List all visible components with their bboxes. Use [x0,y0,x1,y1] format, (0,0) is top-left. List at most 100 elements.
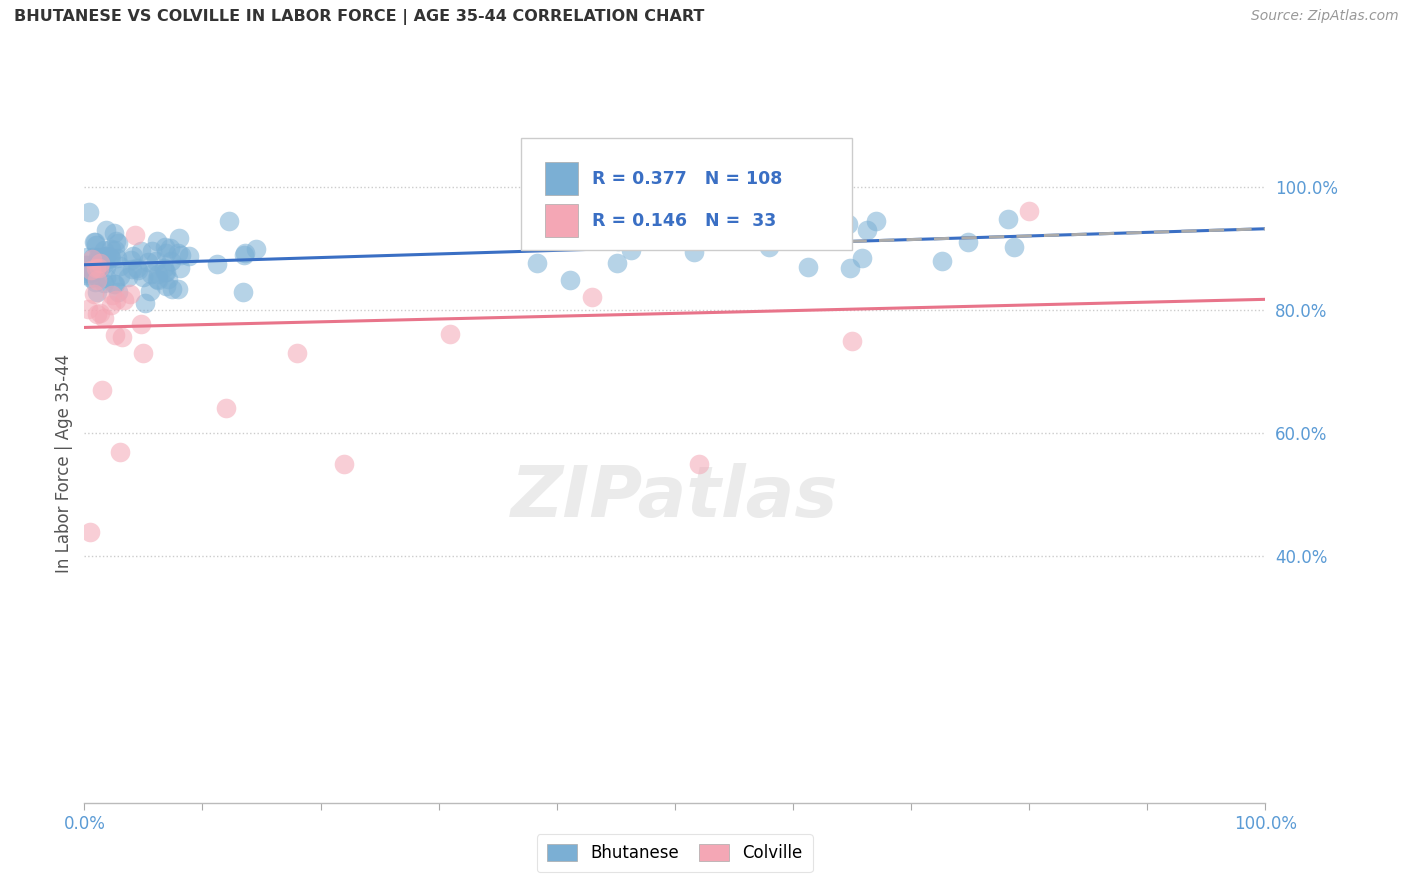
Point [581,290,603,304]
Point [159,241,181,255]
Point [101,288,124,302]
Point [94,249,117,263]
Point [439,327,461,342]
Point [607,234,630,248]
Point [333,457,356,471]
Point [526,256,548,270]
Point [159,253,181,268]
Point [558,273,581,287]
Point [141,267,163,281]
Point [136,254,159,268]
Point [1002,240,1025,254]
Text: BHUTANESE VS COLVILLE IN LABOR FORCE | AGE 35-44 CORRELATION CHART: BHUTANESE VS COLVILLE IN LABOR FORCE | A… [14,9,704,25]
Point [94,251,117,265]
Point [167,283,190,297]
FancyBboxPatch shape [546,204,578,237]
Point [75,258,97,272]
Point [141,244,163,258]
Point [91,383,114,397]
Point [104,328,127,343]
Point [758,240,780,254]
Point [93,257,115,271]
FancyBboxPatch shape [546,161,578,195]
Point [77,302,100,317]
Point [103,244,125,258]
Point [103,277,125,292]
Point [145,253,167,268]
Point [124,227,146,242]
Point [716,227,738,241]
Point [153,240,176,254]
Text: ZIPatlas: ZIPatlas [512,463,838,533]
Point [155,279,177,293]
Point [179,249,201,263]
Point [170,248,193,262]
Point [96,270,118,285]
Point [79,524,101,539]
Legend: Bhutanese, Colville: Bhutanese, Colville [537,834,813,872]
Point [155,265,177,279]
Point [146,273,169,287]
Point [84,235,107,249]
Point [86,285,108,300]
Point [121,261,143,276]
Point [87,261,110,276]
Point [112,293,135,307]
Point [83,287,105,301]
Point [245,242,267,256]
Point [606,255,628,269]
Point [86,269,108,284]
Point [233,246,256,260]
Point [93,310,115,325]
Point [606,211,628,226]
Point [839,261,862,276]
Point [1018,204,1040,219]
Point [76,250,98,264]
Point [146,235,169,249]
Point [93,243,115,257]
Point [232,285,254,300]
Point [105,293,128,307]
Point [103,277,125,291]
Point [997,211,1019,226]
Point [851,251,873,265]
Point [837,217,859,231]
Point [84,258,107,272]
Point [232,248,254,262]
Point [797,260,820,274]
Point [87,260,110,274]
Point [683,244,706,259]
Point [87,252,110,266]
Point [117,270,139,285]
Point [127,262,149,277]
Point [82,250,104,264]
Point [167,231,190,245]
Point [166,246,188,260]
Point [104,234,127,248]
Point [105,252,128,266]
Point [75,267,97,281]
Text: Source: ZipAtlas.com: Source: ZipAtlas.com [1251,9,1399,23]
Point [122,249,145,263]
Point [727,206,749,220]
Point [285,346,308,360]
Point [160,282,183,296]
Point [86,273,108,287]
Point [120,252,142,267]
Point [89,305,111,319]
Point [537,228,560,243]
Point [87,251,110,265]
Point [108,444,131,458]
Point [156,272,179,286]
Point [129,244,152,259]
Point [155,246,177,260]
Point [93,254,115,268]
Point [841,334,863,348]
FancyBboxPatch shape [522,138,852,251]
Point [139,285,162,299]
Point [80,265,103,279]
Text: R = 0.146   N =  33: R = 0.146 N = 33 [592,211,776,229]
Point [103,226,125,240]
Point [83,235,105,250]
Point [153,265,176,279]
